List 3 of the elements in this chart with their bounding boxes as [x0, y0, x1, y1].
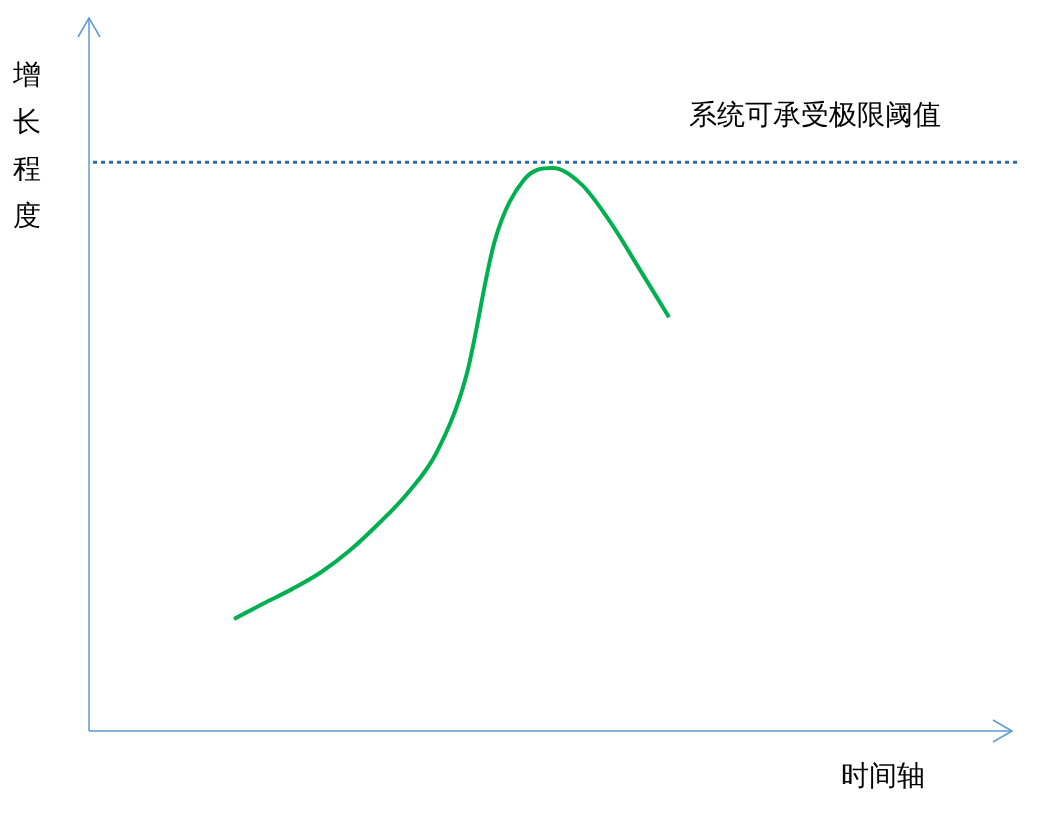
y-axis-title: 增长程度	[12, 58, 41, 232]
ref-line-label: 系统可承受极限阈值	[689, 98, 941, 132]
x-axis-title: 时间轴	[841, 759, 925, 792]
